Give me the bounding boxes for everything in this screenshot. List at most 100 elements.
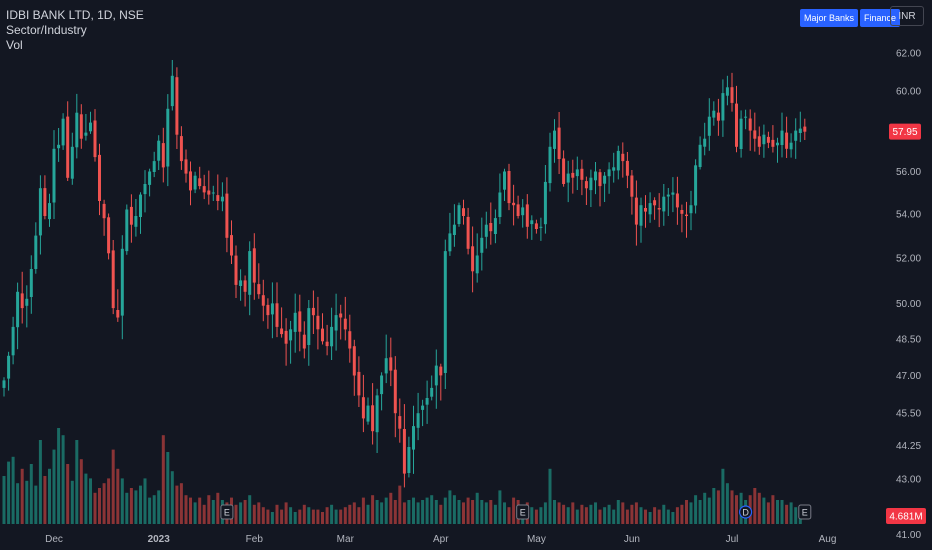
candle	[662, 184, 666, 226]
candle	[270, 282, 274, 339]
candle-body	[648, 203, 652, 215]
symbol-title[interactable]: IDBI BANK LTD, 1D, NSE	[6, 8, 144, 22]
time-axis: Dec 2023 Feb Mar Apr May Jun Jul Aug	[45, 534, 836, 545]
candle	[425, 380, 429, 424]
candle	[448, 212, 452, 256]
candle-body	[744, 116, 748, 118]
volume-bar	[79, 459, 83, 524]
price-tick-label: 54.00	[896, 209, 921, 220]
candle	[261, 279, 265, 322]
volume-bar	[648, 512, 652, 524]
price-tick-label: 43.00	[896, 475, 921, 486]
candle-body	[798, 128, 802, 133]
candle	[234, 245, 238, 298]
candle	[675, 176, 679, 225]
dividend-marker[interactable]: D	[738, 505, 753, 519]
candle	[48, 193, 51, 227]
candle	[139, 192, 142, 234]
volume-bar	[298, 509, 302, 524]
time-tick-label: Feb	[246, 534, 264, 545]
candle-body	[175, 77, 179, 135]
earnings-marker[interactable]: E	[516, 504, 530, 520]
candle-body	[598, 172, 602, 187]
candle	[79, 104, 83, 149]
candle-body	[366, 405, 370, 422]
candle	[748, 109, 752, 151]
candle	[475, 233, 479, 283]
candle	[170, 60, 174, 111]
volume-bar	[621, 502, 625, 524]
chart-legend: IDBI BANK LTD, 1D, NSE Sector/Industry V…	[6, 8, 144, 53]
candle	[716, 98, 720, 136]
candle-body	[466, 216, 470, 249]
candle	[11, 316, 15, 365]
volume-bar	[2, 476, 6, 524]
candle	[603, 172, 607, 202]
volume-bar	[639, 507, 643, 524]
candle-body	[789, 142, 793, 150]
volume-bar	[89, 478, 92, 524]
candle-body	[634, 197, 638, 225]
candle	[557, 112, 561, 174]
volume-bar	[598, 509, 602, 524]
volume-bar	[248, 495, 252, 524]
volume-bar	[170, 471, 174, 524]
candle-body	[685, 214, 688, 216]
candle-body	[225, 193, 229, 238]
candle-body	[93, 120, 97, 158]
volume-bar	[771, 495, 775, 524]
price-tick-label: 56.00	[896, 167, 921, 178]
earnings-marker[interactable]: E	[798, 504, 812, 520]
candle	[689, 190, 693, 231]
candle	[657, 193, 661, 228]
candle-body	[580, 168, 584, 180]
volume-bar	[48, 468, 51, 524]
price-tick-label: 50.00	[896, 299, 921, 310]
candle-body	[75, 112, 79, 148]
candle-body	[343, 318, 347, 330]
time-tick-label: Mar	[337, 534, 355, 545]
candle	[398, 398, 402, 443]
candle-body	[757, 136, 761, 147]
volume-bar	[175, 485, 179, 524]
candle-body	[530, 220, 534, 225]
earnings-marker[interactable]: E	[220, 504, 234, 520]
candle-body	[211, 192, 215, 194]
candle-body	[653, 200, 657, 206]
candle	[38, 175, 42, 255]
volume-bar	[143, 478, 147, 524]
candle-body	[34, 235, 38, 269]
candle	[580, 159, 584, 196]
volume-bar	[371, 495, 375, 524]
volume-indicator-label[interactable]: Vol	[6, 38, 23, 52]
candle-body	[694, 165, 698, 206]
volume-bar	[211, 500, 215, 524]
candle-body	[43, 188, 47, 216]
time-tick-label: Jul	[726, 534, 739, 545]
candle	[25, 285, 29, 328]
candle	[352, 339, 356, 396]
candle-body	[553, 130, 556, 149]
currency-selector[interactable]: INR	[890, 6, 924, 26]
candle-body	[57, 144, 61, 149]
candle	[179, 126, 183, 170]
candle	[230, 220, 233, 264]
volume-bar	[380, 502, 384, 524]
tag-major-banks[interactable]: Major Banks	[800, 9, 859, 27]
candle-body	[207, 190, 211, 195]
candle	[489, 202, 493, 245]
candle-body	[89, 122, 92, 132]
sector-industry-label[interactable]: Sector/Industry	[6, 23, 87, 37]
candle-body	[621, 153, 625, 162]
candle-body	[516, 204, 520, 216]
candle	[794, 118, 798, 159]
volume-bar	[321, 512, 324, 524]
volume-bar	[129, 488, 133, 524]
candle-body	[284, 330, 288, 344]
candle	[589, 169, 593, 207]
volume-bar	[257, 502, 261, 524]
candle	[744, 109, 748, 130]
candle	[443, 239, 447, 389]
candle	[616, 145, 620, 180]
